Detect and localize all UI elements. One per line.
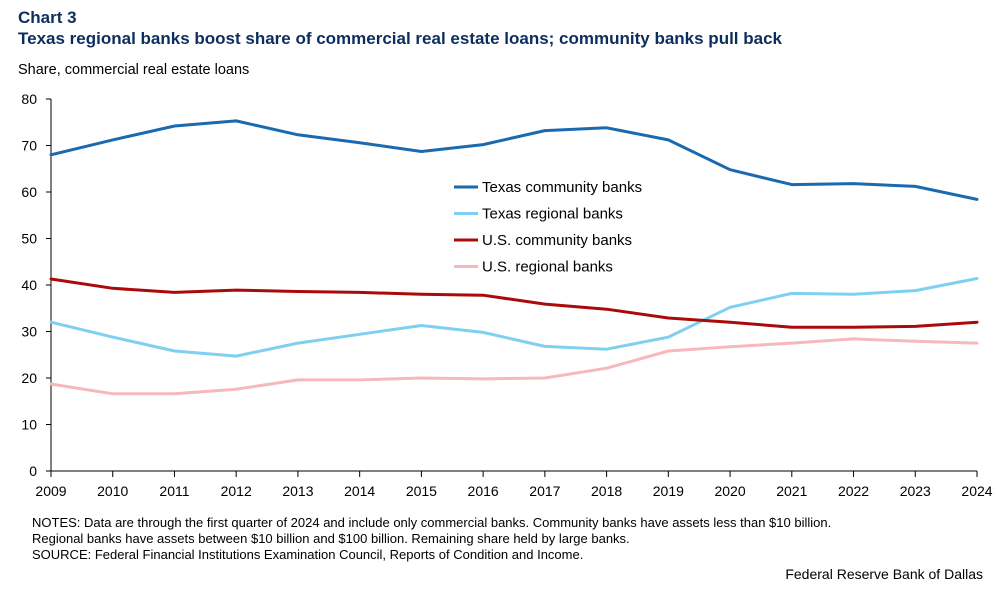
x-tick-label: 2019 <box>653 483 684 499</box>
x-tick-label: 2017 <box>529 483 560 499</box>
x-tick-labels: 2009 2010 2011 2012 2013 2014 2015 2016 2017 2018… <box>35 471 993 499</box>
chart-number: Chart 3 <box>18 8 77 27</box>
x-tick-label: 2016 <box>468 483 499 499</box>
notes: NOTES: Data are through the first quarte… <box>32 515 831 563</box>
legend-label: U.S. community banks <box>482 232 632 249</box>
notes-line-2: Regional banks have assets between $10 b… <box>32 531 630 546</box>
y-tick-label: 10 <box>21 417 37 433</box>
legend-label: U.S. regional banks <box>482 259 613 276</box>
x-tick-label: 2014 <box>344 483 375 499</box>
series-lines <box>49 119 979 396</box>
x-tick-label: 2018 <box>591 483 622 499</box>
x-tick-label: 2022 <box>838 483 869 499</box>
y-tick-label: 70 <box>21 138 37 154</box>
legend-label: Texas community banks <box>482 179 642 196</box>
x-tick-label: 2021 <box>776 483 807 499</box>
y-tick-label: 60 <box>21 184 37 200</box>
series-line-texas-community-banks <box>49 119 979 201</box>
x-tick-label: 2012 <box>221 483 252 499</box>
y-tick-label: 20 <box>21 370 37 386</box>
legend: Texas community banks Texas regional bank… <box>454 179 642 276</box>
x-tick-label: 2013 <box>282 483 313 499</box>
x-tick-label: 2015 <box>406 483 437 499</box>
legend-label: Texas regional banks <box>482 206 623 223</box>
x-tick-label: 2020 <box>714 483 745 499</box>
credit: Federal Reserve Bank of Dallas <box>785 566 983 582</box>
x-tick-label: 2011 <box>159 483 189 499</box>
notes-line-3: SOURCE: Federal Financial Institutions E… <box>32 547 584 562</box>
y-axis-title: Share, commercial real estate loans <box>18 62 250 78</box>
x-tick-label: 2024 <box>961 483 992 499</box>
y-tick-label: 30 <box>21 324 37 340</box>
y-tick-labels: 0 10 20 30 40 50 60 70 80 <box>21 91 51 479</box>
y-tick-label: 0 <box>29 463 37 479</box>
chart-title: Texas regional banks boost share of comm… <box>18 29 782 48</box>
x-tick-label: 2010 <box>97 483 128 499</box>
series-line-u-s-community-banks <box>49 277 979 329</box>
axes <box>50 99 977 472</box>
x-tick-label: 2023 <box>900 483 931 499</box>
series-line-u-s-regional-banks <box>49 337 979 396</box>
x-tick-label: 2009 <box>35 483 66 499</box>
y-tick-label: 40 <box>21 277 37 293</box>
series-line-texas-regional-banks <box>49 277 979 358</box>
notes-line-1: NOTES: Data are through the first quarte… <box>32 515 832 530</box>
y-tick-label: 50 <box>21 231 37 247</box>
y-tick-label: 80 <box>21 91 37 107</box>
